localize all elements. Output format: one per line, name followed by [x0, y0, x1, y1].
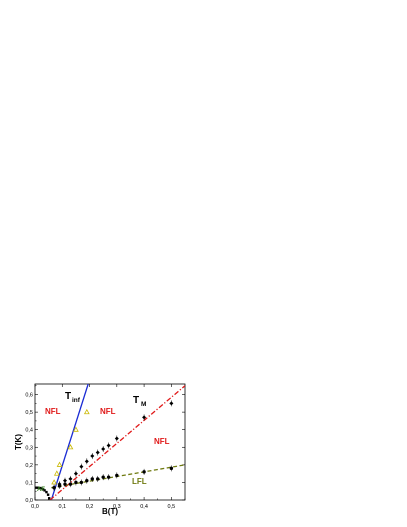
x-tick-label: 0,3	[113, 504, 121, 510]
t-m-subscript: M	[141, 401, 146, 408]
af-boundary-point	[45, 490, 48, 494]
diamond-point	[106, 443, 111, 448]
diamond-point	[90, 454, 95, 459]
diamond-point	[95, 450, 100, 455]
data-points	[35, 400, 174, 500]
circle-point	[57, 484, 62, 488]
nfl-label-right: NFL	[154, 437, 170, 446]
af-boundary-point	[41, 487, 44, 491]
circle-point	[52, 485, 56, 490]
circle-point	[96, 477, 100, 481]
triangle-point	[73, 426, 79, 432]
triangle-point	[83, 408, 90, 415]
circle-point	[85, 478, 89, 483]
circle-point	[74, 480, 78, 485]
triangle-point	[53, 470, 60, 476]
t-inf-subscript: inf	[72, 397, 81, 404]
lfl-label: LFL	[132, 477, 147, 486]
diamond-point	[73, 471, 78, 476]
y-tick-label: 0,6	[25, 393, 33, 399]
fit-line-dash-dot	[49, 385, 185, 500]
diamond-point	[142, 415, 147, 420]
triangle-point	[51, 479, 57, 485]
diamond-point	[79, 464, 84, 469]
circle-point	[63, 482, 67, 486]
t-m-label: T	[133, 395, 139, 406]
diamond-point	[68, 476, 73, 481]
circle-point	[115, 473, 119, 478]
circle-point	[142, 470, 146, 474]
diamond-point	[63, 478, 67, 483]
triangle-point	[56, 461, 63, 467]
circle-point	[169, 466, 174, 471]
x-axis-label: B(T)	[102, 507, 118, 516]
diamond-point	[84, 459, 89, 464]
x-tick-label: 0,5	[168, 504, 176, 510]
af-boundary-point	[43, 489, 46, 492]
plot-frame	[34, 383, 186, 501]
axis-ticks: 0,0 0,1 0,2 0,3 0,4 0,5 0,0 0,1 0,2 0,3 0,4 0,5 0,6	[25, 384, 186, 510]
af-boundary-point	[39, 486, 42, 490]
triangle-point	[67, 444, 74, 450]
nfl-label-left: NFL	[45, 407, 61, 416]
x-tick-label: 0,2	[86, 504, 94, 510]
x-tick-label: 0,0	[31, 504, 39, 510]
y-tick-label: 0,2	[25, 463, 33, 469]
circle-point	[106, 475, 111, 479]
af-label: AF	[37, 487, 45, 493]
circle-point	[68, 482, 73, 486]
circle-point	[79, 480, 84, 485]
diamond-point	[114, 436, 119, 441]
nfl-label-middle: NFL	[100, 407, 116, 416]
x-tick-label: 0,1	[58, 504, 66, 510]
circle-point	[101, 475, 105, 479]
t-inf-label: T	[65, 391, 71, 402]
af-boundary-point	[47, 497, 51, 500]
af-boundary-point	[37, 486, 40, 489]
diamond-point	[101, 447, 106, 452]
y-tick-label: 0,0	[25, 498, 33, 504]
fit-line-solid	[50, 384, 89, 500]
y-tick-label: 0,1	[25, 480, 33, 486]
x-tick-label: 0,4	[140, 504, 148, 510]
af-boundary-point	[35, 486, 38, 489]
y-tick-label: 0,5	[25, 410, 33, 416]
diamond-point	[169, 401, 174, 406]
y-tick-label: 0,4	[25, 428, 33, 434]
af-boundary-point	[46, 493, 50, 496]
y-axis-label: T(K)	[14, 434, 23, 450]
circle-point	[90, 477, 94, 481]
y-tick-label: 0,3	[25, 445, 33, 451]
